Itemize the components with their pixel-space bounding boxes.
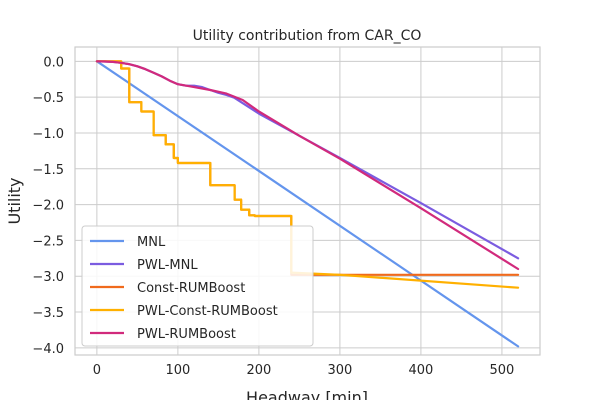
y-tick-label: −0.5 — [32, 91, 64, 106]
x-tick-label: 0 — [93, 363, 101, 378]
y-tick-label: −4.0 — [32, 342, 64, 357]
y-tick-label: −2.0 — [32, 199, 64, 214]
x-tick-label: 300 — [327, 363, 352, 378]
y-tick-label: −3.5 — [32, 306, 64, 321]
x-tick-labels: 0 100 200 300 400 500 — [93, 363, 515, 378]
x-axis-label: Headway [min] — [246, 388, 368, 400]
plot-frame — [74, 46, 541, 356]
series-line-4 — [95, 60, 520, 271]
legend-box — [81, 225, 314, 347]
x-tick-label: 400 — [409, 363, 434, 378]
legend-label: PWL-MNL — [137, 258, 198, 273]
x-tick-label: 100 — [165, 363, 190, 378]
series-line-3 — [95, 60, 520, 289]
y-tick-label: −3.0 — [32, 270, 64, 285]
legend-label: PWL-RUMBoost — [137, 327, 236, 342]
legend-label: Const-RUMBoost — [137, 281, 245, 296]
y-tick-labels: 0.0 −0.5 −1.0 −1.5 −2.0 −2.5 −3.0 −3.5 −4.0 — [32, 55, 64, 357]
y-axis-label: Utility — [5, 177, 24, 224]
x-tick-label: 200 — [246, 363, 271, 378]
legend-label: MNL — [137, 235, 166, 250]
legend: MNL PWL-MNL Const-RUMBoost PWL-Const-RUMBoo… — [81, 225, 314, 347]
series-group — [95, 60, 520, 348]
x-tick-label: 500 — [490, 363, 515, 378]
y-tick-label: 0.0 — [43, 55, 64, 70]
y-tick-label: −2.5 — [32, 234, 64, 249]
legend-label: PWL-Const-RUMBoost — [137, 304, 278, 319]
series-line-0 — [95, 60, 520, 348]
y-tick-label: −1.0 — [32, 127, 64, 142]
y-tick-label: −1.5 — [32, 163, 64, 178]
chart-title: Utility contribution from CAR_CO — [193, 28, 422, 44]
